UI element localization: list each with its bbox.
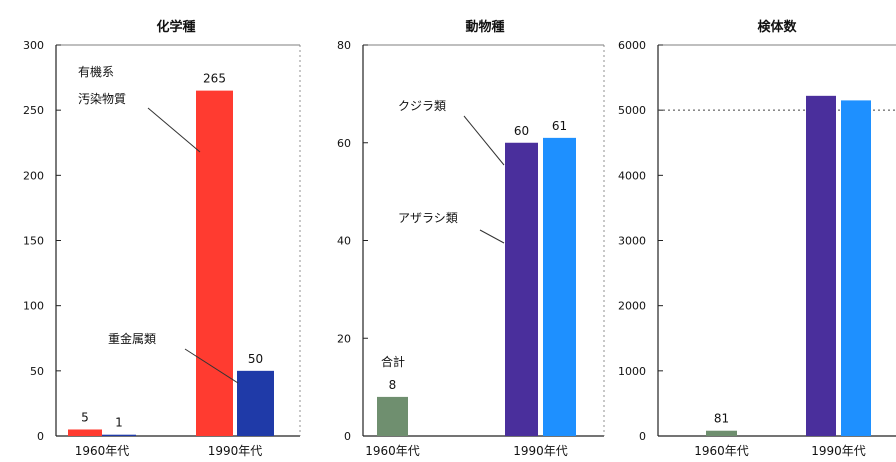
y-tick-label: 4000 [618,169,646,182]
y-tick-label: 150 [23,235,44,248]
bar-annotation: 有機系 [78,64,114,79]
y-tick-label: 80 [337,39,351,52]
bar-value-label: 60 [514,124,529,138]
bar-2-1-1 [806,95,836,436]
y-tick-label: 100 [23,300,44,313]
chart-title: 動物種 [465,19,504,35]
annotation-leader-line [184,348,239,384]
y-tick-label: 60 [337,137,351,150]
y-tick-label: 50 [30,365,44,378]
y-tick-label: 5000 [618,104,646,117]
y-tick-label: 0 [344,430,351,443]
bar-annotation: アザラシ類 [398,211,458,225]
x-tick-label: 1990年代 [208,444,263,458]
x-tick-label: 1960年代 [694,444,749,458]
annotation-leader-line [479,229,505,244]
bar-annotation: クジラ類 [398,99,446,113]
y-tick-label: 6000 [618,39,646,52]
y-tick-label: 250 [23,104,44,117]
y-tick-label: 0 [639,430,646,443]
bar-value-label: 1 [115,416,123,430]
y-tick-label: 40 [337,235,351,248]
bar-annotation: 重金属類 [108,331,156,346]
chart-title: 検体数 [757,19,797,35]
y-tick-label: 3000 [618,235,646,248]
y-tick-label: 20 [337,332,351,345]
bar-0-1-1 [237,370,274,436]
bar-1-2-1 [543,137,576,437]
y-tick-label: 2000 [618,300,646,313]
bar-value-label: 50 [248,352,263,366]
bar-0-0-0 [68,429,102,436]
x-tick-label: 1960年代 [365,444,420,458]
bar-value-label: 81 [714,412,729,426]
y-tick-label: 0 [37,430,44,443]
bar-1-1-1 [505,142,538,436]
bar-value-label: 8 [389,378,397,392]
annotation-leader-line [463,115,505,166]
bar-1-0-0 [377,396,408,436]
bar-value-label: 61 [552,119,567,133]
y-tick-label: 1000 [618,365,646,378]
x-tick-label: 1990年代 [513,444,568,458]
bar-0-1-0 [102,434,136,436]
bar-2-0-0 [706,430,737,436]
x-tick-label: 1990年代 [811,444,866,458]
bar-0-0-1 [196,90,233,436]
bar-value-label: 265 [203,72,226,86]
bar-2-2-1 [841,100,871,437]
x-tick-label: 1960年代 [75,444,130,458]
bar-value-label: 5 [81,410,89,424]
chart-title: 化学種 [156,19,195,35]
bar-annotation: 汚染物質 [78,91,126,106]
y-tick-label: 300 [23,39,44,52]
y-tick-label: 200 [23,169,44,182]
bar-annotation: 合計 [381,354,405,369]
annotation-leader-line [147,107,201,153]
